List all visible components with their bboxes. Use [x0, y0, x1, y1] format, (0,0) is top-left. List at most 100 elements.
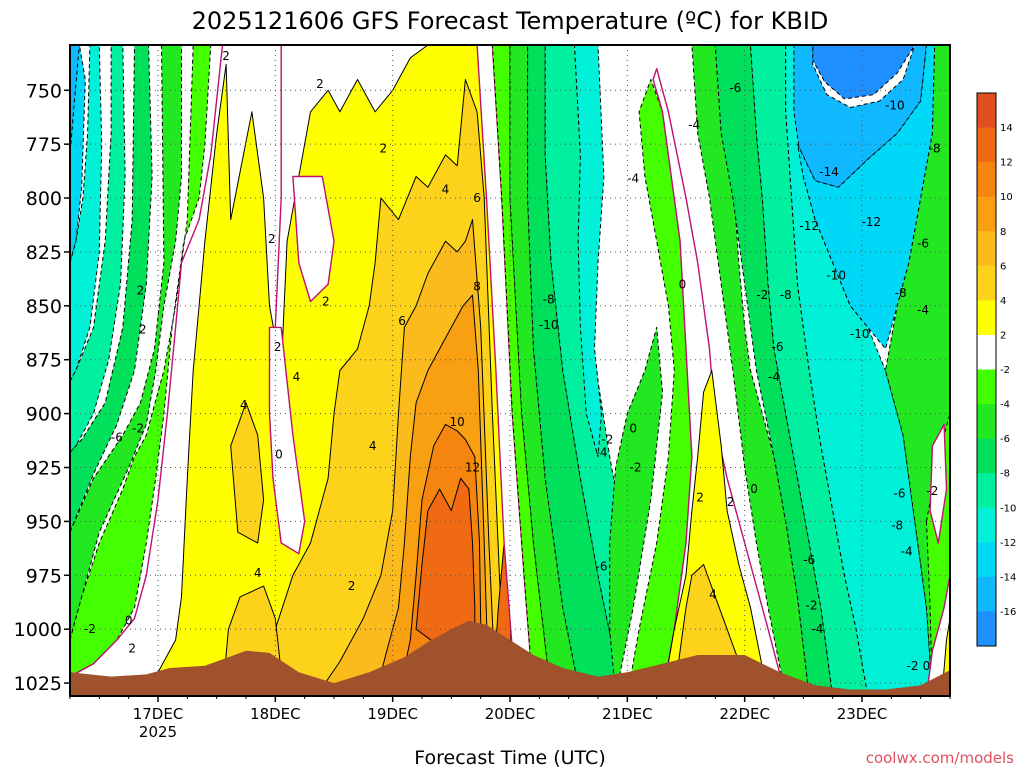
colorbar-label: -12	[1000, 538, 1016, 549]
contour-label: -6	[729, 81, 741, 95]
contour-label: -8	[891, 519, 903, 533]
contour-label: -6	[772, 340, 784, 354]
contour-label: -4	[688, 118, 700, 132]
contour-label: -4	[596, 445, 608, 459]
contour-label: -8	[929, 142, 941, 156]
y-tick-label: 775	[26, 134, 62, 156]
contour-labels: -202-6-22224422042224264101286-8-10-4-2-…	[84, 49, 941, 673]
colorbar-label: 8	[1000, 227, 1006, 238]
x-tick-label: 17DEC	[133, 705, 184, 723]
colorbar-label: -8	[1000, 469, 1010, 480]
x-tick-label: 21DEC	[602, 705, 653, 723]
contour-label: -10	[826, 269, 846, 283]
contour-label: -2	[84, 622, 96, 636]
y-tick-label: 825	[26, 242, 62, 264]
contour-label: 2	[316, 77, 324, 91]
contour-label: -4	[768, 370, 780, 384]
colorbar-swatch	[977, 300, 996, 336]
terrain-layer	[70, 620, 950, 696]
colorbar-label: 12	[1000, 158, 1013, 169]
contour-label: 2	[348, 579, 356, 593]
colorbar-label: 2	[1000, 330, 1006, 341]
contour-label: 0	[923, 659, 931, 673]
contour-label: -6	[111, 430, 123, 444]
contour-label: 4	[442, 182, 450, 196]
colorbar-swatch	[977, 507, 996, 543]
contour-label: -4	[901, 545, 913, 559]
y-tick-label: 1025	[14, 673, 62, 695]
x-tick-label: 23DEC	[837, 705, 888, 723]
colorbar-swatch	[977, 231, 996, 267]
temperature-band--12-to--10	[70, 45, 103, 382]
colorbar-swatch	[977, 334, 996, 370]
colorbar-swatch	[977, 438, 996, 474]
x-axis: 17DEC 18DEC 19DEC 20DEC 21DEC 22DEC 23DEC 2025	[69, 696, 951, 741]
contour-label: -8	[780, 288, 792, 302]
contour-label: 0	[679, 277, 687, 291]
chart-title: 2025121606 GFS Forecast Temperature (ºC)…	[192, 7, 829, 35]
contour-label: -8	[543, 292, 555, 306]
y-tick-label: 875	[26, 350, 62, 372]
colorbar-swatch	[977, 576, 996, 612]
contour-label: 2	[139, 323, 147, 337]
temperature-band--2-to-2	[652, 67, 787, 696]
y-tick-label: 800	[26, 188, 62, 210]
colorbar: 14 12 10 8 6 4 2 -2 -4 -6 -8 -10 -12 -14 -16	[976, 92, 1016, 647]
x-axis-label: Forecast Time (UTC)	[414, 747, 605, 768]
contour-label: 12	[465, 461, 480, 475]
contour-label: -10	[885, 98, 905, 112]
contour-label: -4	[627, 172, 639, 186]
colorbar-swatch	[977, 404, 996, 440]
contour-label: -4	[811, 622, 823, 636]
y-tick-label: 950	[26, 511, 62, 533]
contour-label: -6	[803, 553, 815, 567]
contour-label: 2	[274, 340, 282, 354]
colorbar-swatch	[977, 196, 996, 232]
contour-label: -2	[132, 422, 144, 436]
contour-label: 4	[709, 588, 717, 602]
temperature-band--16-to--14	[791, 45, 927, 188]
contour-label: -6	[917, 236, 929, 250]
temperature-bands	[70, 45, 950, 696]
y-axis: 750 775 800 825 850 875 900 925 950 975 1000 1025	[14, 80, 70, 695]
x-year-label: 2025	[139, 723, 177, 741]
contour-label: 8	[473, 279, 481, 293]
grid-lines	[70, 45, 950, 696]
colorbar-label: -14	[1000, 572, 1016, 583]
contour-label: 4	[240, 398, 248, 412]
contour-label: -10	[539, 318, 559, 332]
temperature-band--4-to--2	[70, 45, 212, 678]
y-tick-label: 975	[26, 565, 62, 587]
contour-label: 4	[293, 370, 301, 384]
y-tick-label: 900	[26, 404, 62, 426]
contour-label: -2	[907, 659, 919, 673]
contour-label: -2	[756, 288, 768, 302]
temperature-band--16-to--14	[70, 45, 80, 156]
contour-label: 10	[450, 415, 465, 429]
y-tick-label: 850	[26, 296, 62, 318]
contour-label: 2	[268, 232, 276, 246]
colorbar-label: -10	[1000, 503, 1016, 514]
contour-label: 0	[750, 482, 758, 496]
temperature-band--14-to--12	[797, 45, 936, 350]
credit-text: coolwx.com/models	[866, 749, 1014, 767]
y-tick-label: 925	[26, 458, 62, 480]
contour-label: -2	[601, 433, 613, 447]
contour-label: 2	[137, 284, 145, 298]
contour-label: 2	[696, 491, 704, 505]
x-tick-label: 22DEC	[719, 705, 770, 723]
y-tick-label: 1000	[14, 619, 62, 641]
contour-label: -2	[630, 461, 642, 475]
temperature-band-4-to-6	[230, 402, 265, 544]
temperature-band--18-to--16	[812, 45, 916, 100]
contour-label: -6	[596, 560, 608, 574]
contour-label: 0	[629, 422, 637, 436]
contour-label: 4	[254, 566, 262, 580]
colorbar-label: -2	[1000, 365, 1010, 376]
contour-label: -12	[799, 219, 819, 233]
contour-label: 2	[727, 495, 735, 509]
colorbar-label: -6	[1000, 434, 1010, 445]
colorbar-label: 14	[1000, 123, 1013, 134]
contour-label: -14	[819, 165, 839, 179]
